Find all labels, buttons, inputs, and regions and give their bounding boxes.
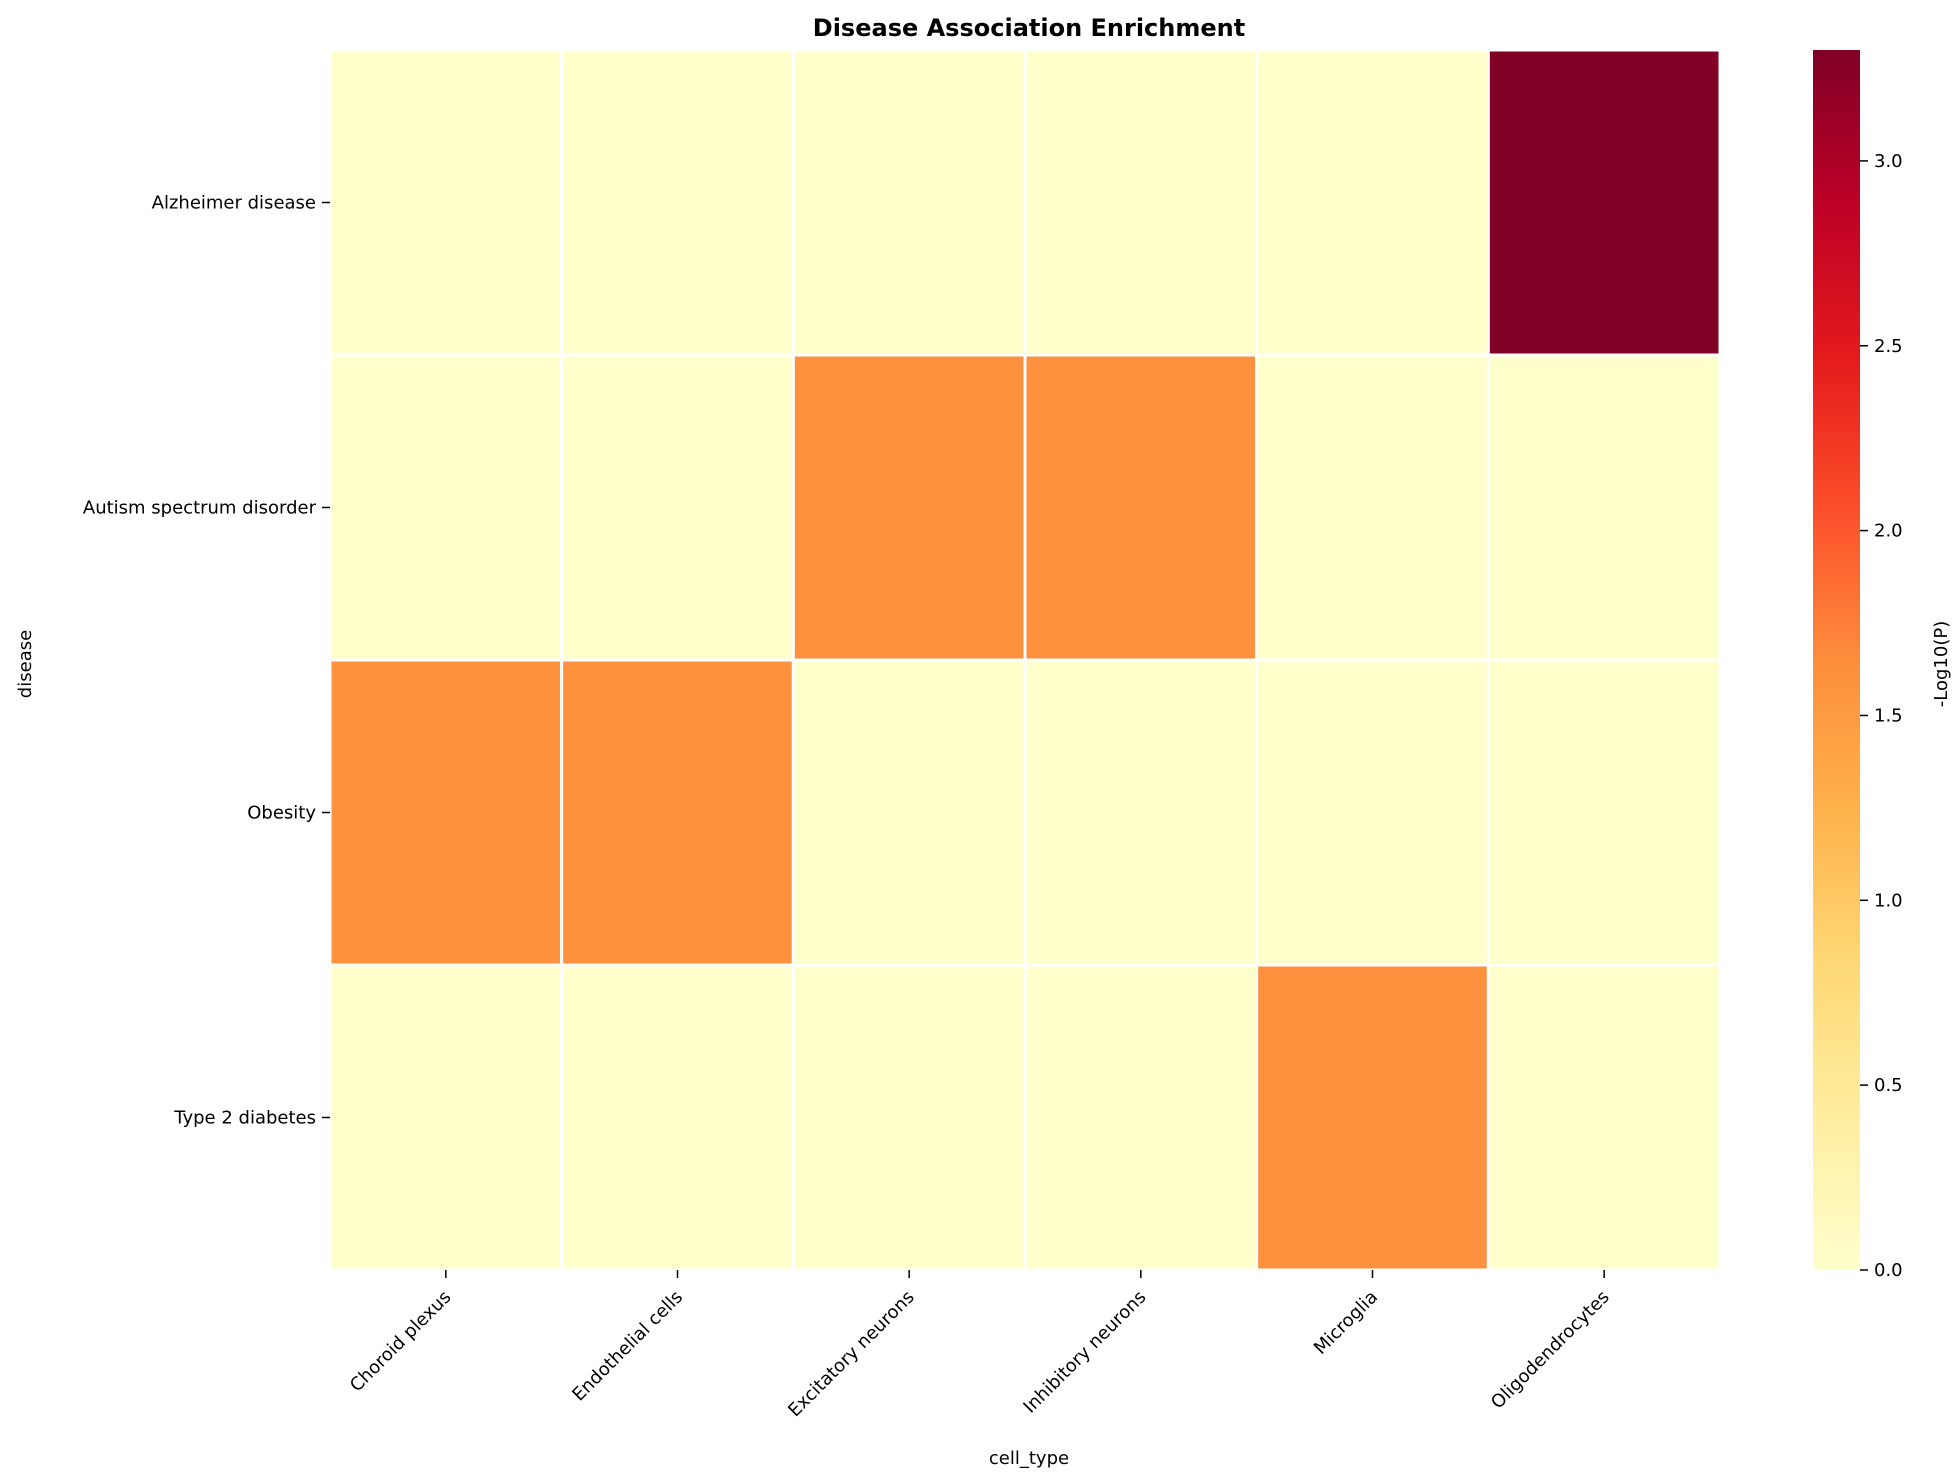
colorbar-tick-label: 0.0 bbox=[1874, 1260, 1903, 1281]
heatmap-cell bbox=[328, 658, 564, 967]
y-tick-label: Obesity bbox=[247, 803, 316, 824]
heatmap-cell bbox=[1255, 48, 1490, 357]
heatmap-cell bbox=[791, 963, 1027, 1272]
heatmap-cell bbox=[1486, 48, 1722, 357]
heatmap-cell bbox=[791, 658, 1027, 967]
heatmap-cell bbox=[1255, 353, 1490, 662]
colorbar-tick-label: 2.0 bbox=[1874, 521, 1903, 542]
heatmap-cells bbox=[328, 48, 1722, 1272]
colorbar-gradient bbox=[1813, 50, 1860, 1270]
heatmap-cell bbox=[1023, 48, 1259, 357]
heatmap-cell bbox=[560, 48, 795, 357]
colorbar-tick-label: 1.0 bbox=[1874, 890, 1903, 911]
y-tick-label: Alzheimer disease bbox=[152, 193, 316, 214]
heatmap-cell bbox=[1486, 353, 1722, 662]
y-axis-ticks: Alzheimer disease Autism spectrum disorde… bbox=[83, 193, 330, 1129]
x-tick-label: Microglia bbox=[1310, 1287, 1382, 1359]
heatmap-cell bbox=[791, 353, 1027, 662]
y-axis-label: disease bbox=[15, 630, 36, 698]
heatmap-cell bbox=[328, 353, 564, 662]
colorbar-tick-label: 0.5 bbox=[1874, 1075, 1903, 1096]
colorbar-tick-label: 3.0 bbox=[1874, 151, 1903, 172]
x-tick-label: Excitatory neurons bbox=[784, 1287, 919, 1422]
heatmap-cell bbox=[560, 963, 795, 1272]
x-tick-label: Endothelial cells bbox=[568, 1287, 687, 1406]
heatmap-cell bbox=[560, 353, 795, 662]
heatmap-cell bbox=[560, 658, 795, 967]
colorbar: 0.0 0.5 1.0 1.5 2.0 2.5 3.0 bbox=[1813, 50, 1903, 1281]
heatmap-cell bbox=[1023, 658, 1259, 967]
x-tick-label: Oligodendrocytes bbox=[1487, 1287, 1614, 1414]
colorbar-tick-label: 1.5 bbox=[1874, 705, 1903, 726]
y-tick-label: Autism spectrum disorder bbox=[83, 498, 317, 519]
heatmap-cell bbox=[1486, 658, 1722, 967]
x-axis-label: cell_type bbox=[989, 1448, 1069, 1469]
heatmap-cell bbox=[1486, 963, 1722, 1272]
chart-title: Disease Association Enrichment bbox=[813, 14, 1245, 42]
colorbar-tick-label: 2.5 bbox=[1874, 336, 1903, 357]
heatmap-cell bbox=[328, 48, 564, 357]
colorbar-label: -Log10(P) bbox=[1931, 621, 1952, 707]
heatmap-cell bbox=[791, 48, 1027, 357]
x-tick-label: Choroid plexus bbox=[346, 1287, 455, 1396]
heatmap-cell bbox=[1255, 963, 1490, 1272]
x-axis-ticks: Choroid plexus Endothelial cells Excitator… bbox=[346, 1270, 1614, 1421]
heatmap-cell bbox=[1023, 963, 1259, 1272]
heatmap-cell bbox=[328, 963, 564, 1272]
heatmap-cell bbox=[1255, 658, 1490, 967]
y-tick-label: Type 2 diabetes bbox=[173, 1108, 316, 1129]
x-tick-label: Inhibitory neurons bbox=[1019, 1287, 1150, 1418]
heatmap-cell bbox=[1023, 353, 1259, 662]
